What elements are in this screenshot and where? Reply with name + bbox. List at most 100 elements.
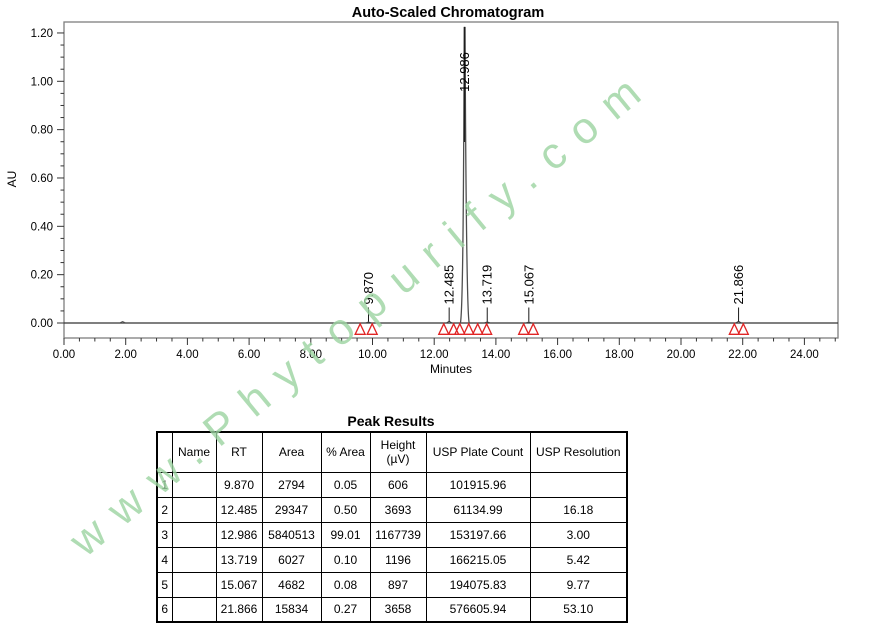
integration-marker-triangle-icon (354, 322, 367, 335)
x-tick-label: 22.00 (728, 349, 757, 361)
integration-marker-triangle-icon (471, 322, 484, 335)
cell-resolution: 3.00 (529, 521, 628, 548)
cell-resolution: 53.10 (529, 596, 628, 623)
cell-area: 29347 (261, 496, 322, 523)
cell-name (171, 521, 217, 548)
minor-peak-trace (484, 321, 491, 324)
cell-height: 3693 (369, 496, 427, 523)
cell-area: 5840513 (261, 521, 322, 548)
peak-label: 12.485 (442, 265, 457, 305)
cell-index: 6 (156, 596, 173, 623)
cell-name (171, 571, 217, 598)
chromatogram-plot: 0.00 2.00 4.00 6.00 8.00 10.00 12.00 14.00 16.00… (5, 5, 839, 376)
integration-marker-triangle-icon (453, 322, 466, 335)
chart-title: Auto-Scaled Chromatogram (352, 5, 545, 21)
integration-marker-triangle-icon (517, 322, 530, 335)
cell-plate-count: 194075.83 (425, 571, 531, 598)
cell-resolution: 5.42 (529, 546, 628, 573)
cell-pct-area: 99.01 (320, 521, 371, 548)
cell-index: 3 (156, 521, 173, 548)
cell-pct-area: 0.05 (320, 471, 371, 498)
cell-area: 2794 (261, 471, 322, 498)
y-tick-label: 0.60 (31, 173, 53, 185)
cell-plate-count: 61134.99 (425, 496, 531, 523)
cell-height: 1196 (369, 546, 427, 573)
column-header-area: Area (261, 431, 322, 473)
cell-area: 4682 (261, 571, 322, 598)
column-header-name: Name (171, 431, 217, 473)
cell-plate-count: 153197.66 (425, 521, 531, 548)
cell-index: 2 (156, 496, 173, 523)
table-row: 4 13.719 6027 0.10 1196 166215.05 5.42 (156, 546, 628, 573)
table-row: 3 12.986 5840513 99.01 1167739 153197.66… (156, 521, 628, 548)
y-tick-label: 1.00 (31, 76, 53, 88)
table-row: 5 15.067 4682 0.08 897 194075.83 9.77 (156, 571, 628, 598)
integration-marker-triangle-icon (527, 322, 540, 335)
cell-rt: 15.067 (215, 571, 263, 598)
cell-index: 1 (156, 471, 173, 498)
noise-blip (119, 320, 126, 324)
x-axis-title: Minutes (430, 362, 472, 376)
table-row: 6 21.866 15834 0.27 3658 576605.94 53.10 (156, 596, 628, 623)
integration-marker-triangle-icon (366, 322, 379, 335)
x-tick-label: 2.00 (115, 349, 137, 361)
peak-results-title: Peak Results (347, 413, 435, 429)
y-tick-label: 0.20 (31, 270, 53, 282)
peak-label: 12.986 (457, 52, 472, 92)
x-tick-label: 24.00 (790, 349, 819, 361)
cell-height: 1167739 (369, 521, 427, 548)
x-tick-label: 4.00 (176, 349, 198, 361)
column-header-pct-area: % Area (320, 431, 371, 473)
cell-area: 6027 (261, 546, 322, 573)
integration-marker-triangle-icon (447, 322, 460, 335)
table-row: 2 12.485 29347 0.50 3693 61134.99 16.18 (156, 496, 628, 523)
peak-label: 21.866 (731, 265, 746, 305)
column-header-index (156, 431, 173, 473)
integration-marker-triangle-icon (728, 322, 741, 335)
x-axis: 0.00 2.00 4.00 6.00 8.00 10.00 12.00 14.00 16.00… (53, 338, 836, 361)
cell-resolution (529, 471, 628, 498)
cell-name (171, 471, 217, 498)
x-tick-label: 8.00 (300, 349, 322, 361)
y-tick-label: 0.80 (31, 125, 53, 137)
integration-marker-triangle-icon (462, 322, 475, 335)
peak-results-table: Name RT Area % Area Height (µV) USP Plat… (156, 431, 628, 623)
cell-height: 606 (369, 471, 427, 498)
x-tick-label: 10.00 (358, 349, 387, 361)
cell-rt: 9.870 (215, 471, 263, 498)
integration-marker-triangle-icon (480, 322, 493, 335)
cell-rt: 12.485 (215, 496, 263, 523)
table-row: 1 9.870 2794 0.05 606 101915.96 (156, 471, 628, 498)
cell-plate-count: 576605.94 (425, 596, 531, 623)
cell-rt: 13.719 (215, 546, 263, 573)
cell-pct-area: 0.50 (320, 496, 371, 523)
integration-marker-triangle-icon (737, 322, 750, 335)
column-header-rt: RT (215, 431, 263, 473)
peaks: 9.870 12.485 12.986 13.719 15.067 21.866 (354, 26, 750, 335)
cell-resolution: 9.77 (529, 571, 628, 598)
cell-pct-area: 0.08 (320, 571, 371, 598)
cell-index: 5 (156, 571, 173, 598)
peak-label: 13.719 (480, 265, 495, 305)
peak-label: 9.870 (361, 272, 376, 305)
y-tick-label: 0.40 (31, 221, 53, 233)
main-peak-trace (464, 26, 470, 324)
cell-pct-area: 0.27 (320, 596, 371, 623)
y-axis: 0.00 0.20 0.40 0.60 0.80 1.00 1.20 (31, 28, 64, 330)
column-header-usp-resolution: USP Resolution (529, 431, 628, 473)
cell-height: 897 (369, 571, 427, 598)
plot-border (63, 21, 839, 339)
column-header-height: Height (µV) (369, 431, 427, 473)
cell-pct-area: 0.10 (320, 546, 371, 573)
cell-plate-count: 166215.05 (425, 546, 531, 573)
x-tick-label: 14.00 (482, 349, 511, 361)
cell-name (171, 546, 217, 573)
cell-resolution: 16.18 (529, 496, 628, 523)
y-tick-label: 1.20 (31, 28, 53, 40)
x-tick-label: 6.00 (238, 349, 260, 361)
cell-rt: 12.986 (215, 521, 263, 548)
cell-name (171, 496, 217, 523)
x-tick-label: 20.00 (667, 349, 696, 361)
x-tick-label: 0.00 (53, 349, 75, 361)
